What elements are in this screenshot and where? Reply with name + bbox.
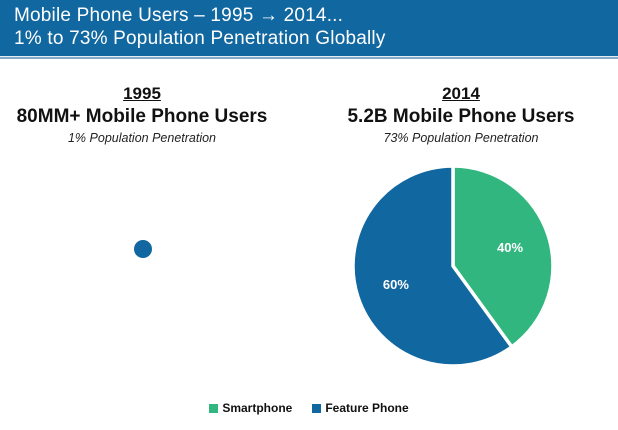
1995-users-dot-marker xyxy=(134,240,152,258)
header-title-line1: Mobile Phone Users – 1995 → 2014... xyxy=(14,5,344,26)
panel-1995: 1995 80MM+ Mobile Phone Users 1% Populat… xyxy=(10,84,274,146)
year-1995-heading: 1995 xyxy=(123,84,161,103)
smartphone-color-swatch xyxy=(209,403,219,413)
legend-label-smartphone: Smartphone xyxy=(222,401,293,415)
legend-item-smartphone: Smartphone xyxy=(209,401,292,415)
pie-value-label-feature-phone: 60% xyxy=(383,277,409,292)
penetration-2014-subheading: 73% Population Penetration xyxy=(383,131,539,145)
year-2014-heading: 2014 xyxy=(442,84,480,103)
panel-2014: 2014 5.2B Mobile Phone Users 73% Populat… xyxy=(329,84,593,146)
feature-phone-color-swatch xyxy=(312,403,322,413)
header-accent-line xyxy=(0,57,618,59)
pie-slice-feature-phone xyxy=(351,164,514,368)
header-banner: Mobile Phone Users – 1995 → 2014... 1% t… xyxy=(0,0,618,57)
users-1995-heading: 80MM+ Mobile Phone Users xyxy=(16,106,268,127)
pie-chart: 40% 60% xyxy=(351,164,555,368)
header-title-line2: 1% to 73% Population Penetration Globall… xyxy=(14,28,386,49)
chart-legend: Smartphone Feature Phone xyxy=(0,401,618,415)
pie-slice-smartphone xyxy=(451,164,555,349)
pie-value-label-smartphone: 40% xyxy=(497,240,523,255)
legend-item-feature-phone: Feature Phone xyxy=(312,401,409,415)
penetration-1995-subheading: 1% Population Penetration xyxy=(67,131,217,145)
legend-label-feature-phone: Feature Phone xyxy=(325,401,409,415)
users-2014-heading: 5.2B Mobile Phone Users xyxy=(347,106,575,127)
